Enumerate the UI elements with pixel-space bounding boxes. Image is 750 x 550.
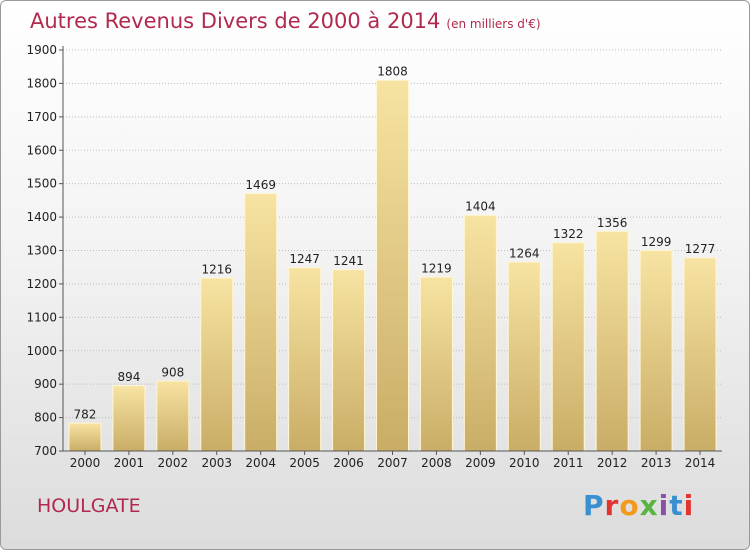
x-tick-label-2012: 2012 [597,456,628,470]
logo-letter: x [639,489,659,522]
labels: 700 800 900 1000 1100 1200 1300 1400 1500 1600 170… [26,43,715,470]
x-tick-label-2001: 2001 [114,456,145,470]
data-label-2007: 1808 [377,65,408,79]
logo-letter: P [583,489,605,522]
bar-2011 [552,243,584,451]
x-tick-label-2014: 2014 [685,456,716,470]
y-tick-label: 1000 [26,344,57,358]
logo-letter: i [683,489,695,522]
y-tick-label: 800 [34,411,57,425]
data-label-2006: 1241 [333,254,364,268]
y-tick-label: 1900 [26,43,57,57]
bar-2000 [69,423,101,451]
chart-unit-note: (en milliers d'€) [446,17,541,31]
data-label-2002: 908 [161,365,184,379]
data-label-2014: 1277 [685,242,716,256]
bar-2005 [289,268,321,451]
data-label-2003: 1216 [201,263,232,277]
x-tick-label-2010: 2010 [509,456,540,470]
bar-2008 [420,277,452,451]
x-tick-label-2006: 2006 [333,456,364,470]
y-tick-label: 1200 [26,277,57,291]
data-label-2001: 894 [117,370,140,384]
chart-title: Autres Revenus Divers de 2000 à 2014 (en … [30,9,541,33]
y-tick-label: 1800 [26,76,57,90]
x-tick-label-2003: 2003 [201,456,232,470]
bar-2009 [464,215,496,451]
x-tick-label-2011: 2011 [553,456,584,470]
x-tick-label-2013: 2013 [641,456,672,470]
data-label-2000: 782 [74,408,97,422]
bar-2012 [596,231,628,451]
data-label-2005: 1247 [289,252,320,266]
y-tick-label: 1400 [26,210,57,224]
data-label-2009: 1404 [465,200,496,214]
bar-2006 [333,270,365,451]
x-tick-label-2000: 2000 [70,456,101,470]
logo-letter: t [669,489,684,522]
logo-letter: o [619,489,640,522]
y-tick-label: 1300 [26,244,57,258]
chart-title-text: Autres Revenus Divers de 2000 à 2014 [30,9,441,33]
x-tick-label-2007: 2007 [377,456,408,470]
x-tick-label-2009: 2009 [465,456,496,470]
logo-letter: i [658,489,670,522]
city-name: HOULGATE [37,495,141,517]
y-tick-label: 900 [34,377,57,391]
y-tick-label: 1600 [26,143,57,157]
bar-2013 [640,250,672,451]
bar-2002 [157,381,189,451]
data-label-2004: 1469 [245,178,276,192]
y-tick-label: 700 [34,444,57,458]
bar-2001 [113,386,145,451]
data-label-2010: 1264 [509,247,540,261]
x-tick-label-2005: 2005 [289,456,320,470]
data-label-2012: 1356 [597,216,628,230]
x-tick-label-2008: 2008 [421,456,452,470]
logo-letter: r [604,489,620,522]
bar-2014 [684,258,716,451]
data-label-2011: 1322 [553,227,584,241]
x-tick-label-2002: 2002 [158,456,189,470]
y-tick-label: 1500 [26,177,57,191]
y-tick-label: 1100 [26,310,57,324]
axes [59,46,722,455]
bar-2004 [245,194,277,452]
bars [68,79,717,452]
bar-2007 [377,80,408,451]
bar-2003 [201,278,233,451]
data-label-2013: 1299 [641,235,672,249]
bar-2010 [508,262,540,451]
y-tick-label: 1700 [26,110,57,124]
data-label-2008: 1219 [421,262,452,276]
x-tick-label-2004: 2004 [245,456,276,470]
proxiti-logo: Proxiti [583,489,694,522]
